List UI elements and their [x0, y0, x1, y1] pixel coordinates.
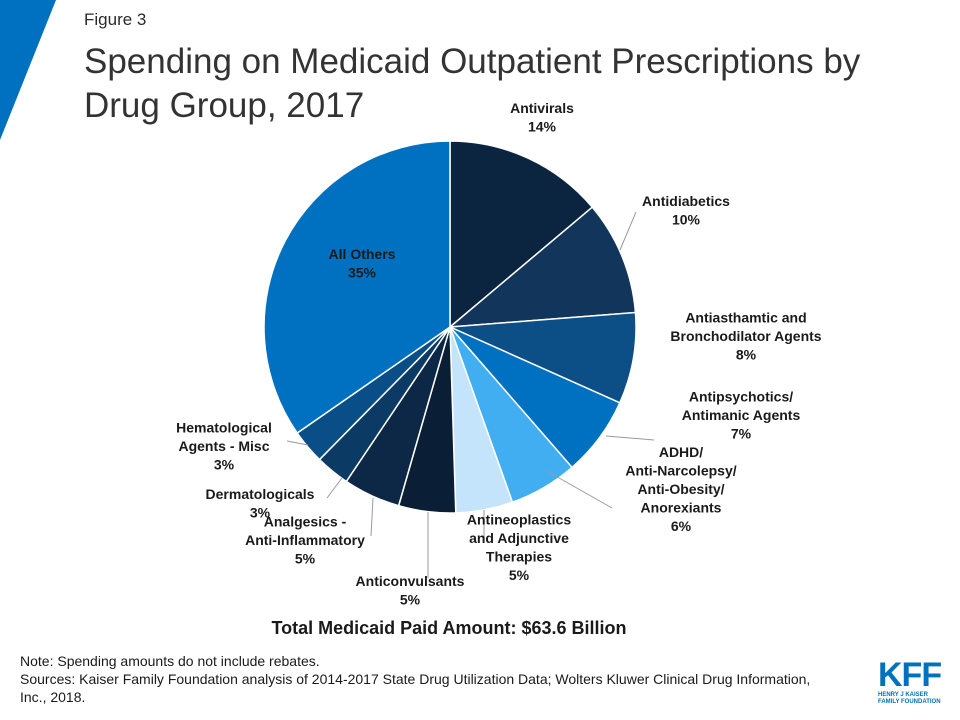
note-text: Note: Spending amounts do not include re… [20, 653, 320, 669]
notes-block: Note: Spending amounts do not include re… [20, 652, 840, 706]
slice-name: Antivirals [510, 100, 574, 116]
pie-slice-all-others [263, 140, 451, 435]
slice-label: ADHD/Anti-Narcolepsy/Anti-Obesity/Anorex… [625, 444, 736, 534]
slice-name: Dermatologicals [206, 486, 315, 502]
slice-percent: 3% [250, 504, 271, 520]
figure-label: Figure 3 [84, 10, 147, 29]
slice-name: Anti-Narcolepsy/ [625, 463, 736, 479]
slice-name: Hematological [176, 420, 272, 436]
pie-slice-antiasthamtic-and-bronchodilator-agents [449, 311, 637, 404]
slice-name: Antineoplastics [467, 511, 571, 527]
slice-percent: 3% [214, 457, 235, 473]
slice-percent: 7% [731, 426, 752, 442]
total-amount: Total Medicaid Paid Amount: $63.6 Billio… [271, 618, 627, 638]
slice-percent: 8% [736, 347, 757, 363]
slice-percent: 5% [295, 551, 316, 567]
corner-accent [0, 0, 56, 140]
slice-percent: 10% [672, 211, 701, 227]
slice-name: Therapies [486, 548, 552, 564]
slice-name: All Others [329, 246, 396, 262]
pie-slice-antivirals [449, 140, 594, 329]
slice-label: Dermatologicals 3% [206, 486, 315, 521]
slice-label: Antiasthamtic and Bronchodilator Agents 8% [670, 310, 821, 363]
slice-percent: 35% [348, 264, 377, 280]
leader-lines [286, 211, 655, 578]
sources-text: Sources: Kaiser Family Foundation analys… [20, 671, 811, 705]
leader-line [286, 440, 309, 446]
slice-label: Antineoplastics and Adjunctive Therapies 5% [467, 511, 571, 583]
slice-name: Analgesics - [264, 514, 347, 530]
slice-name: Antiasthamtic and [685, 310, 806, 326]
leader-line [370, 497, 374, 537]
slice-name: Antidiabetics [642, 193, 730, 209]
pie-slice-antidiabetics [447, 206, 637, 328]
chart-title: Spending on Medicaid Outpatient Prescrip… [84, 42, 861, 125]
kff-logo-subtitle: HENRY J KAISER FAMILY FOUNDATION [878, 692, 948, 706]
leader-line [326, 477, 343, 499]
slice-labels: Antivirals 14% Antidiabetics 10% Antiasthamt… [176, 100, 822, 608]
slice-percent: 14% [528, 118, 557, 134]
slice-name: Antimanic Agents [682, 407, 801, 423]
slice-name: Anti-Obesity/ [637, 481, 724, 497]
slice-name: Agents - Misc [178, 438, 269, 454]
slice-label: Analgesics - Anti-Inflammatory 5% [245, 514, 365, 567]
leader-line [619, 211, 637, 251]
slice-label: Antidiabetics 10% [642, 193, 730, 228]
slice-percent: 6% [671, 518, 692, 534]
slice-label: Antivirals 14% [510, 100, 574, 135]
pie-slices [263, 140, 637, 514]
kff-logo-line-1: HENRY J KAISER [878, 692, 929, 698]
leader-line [544, 469, 613, 509]
slice-name: and Adjunctive [469, 530, 569, 546]
kff-logo-mark: KFF [878, 656, 942, 694]
slice-label: Anticonvulsants 5% [356, 573, 465, 608]
slice-label: All Others 35% [329, 246, 396, 281]
slice-name: Anorexiants [641, 500, 722, 516]
slice-name: Anticonvulsants [356, 573, 465, 589]
slice-label: Antipsychotics/Antimanic Agents 7% [682, 389, 801, 442]
slice-name: ADHD/ [659, 444, 703, 460]
kff-logo-line-2: FAMILY FOUNDATION [878, 699, 941, 705]
slice-percent: 5% [509, 567, 530, 583]
slice-name: Antipsychotics/ [689, 389, 793, 405]
slice-label: Hematological Agents - Misc 3% [176, 420, 272, 473]
slice-percent: 5% [400, 591, 421, 607]
kff-logo: KFF HENRY J KAISER FAMILY FOUNDATION [878, 656, 948, 706]
leader-line [605, 435, 655, 441]
slice-name: Bronchodilator Agents [670, 328, 821, 344]
slice-name: Anti-Inflammatory [245, 532, 365, 548]
